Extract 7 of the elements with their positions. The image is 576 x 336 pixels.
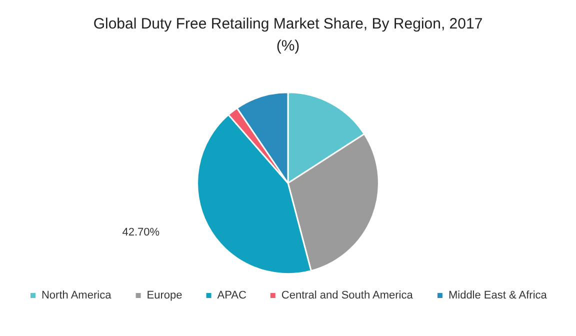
- legend-label: Central and South America: [281, 290, 414, 302]
- legend-label: Middle East & Africa: [448, 290, 548, 302]
- legend-label: North America: [41, 290, 112, 302]
- legend-label: APAC: [217, 290, 246, 302]
- data-label: 42.70%: [122, 226, 160, 239]
- legend-label: Europe: [146, 290, 182, 302]
- chart-title: Global Duty Free Retailing Market Share, By Region, 2017 (%): [93, 16, 483, 54]
